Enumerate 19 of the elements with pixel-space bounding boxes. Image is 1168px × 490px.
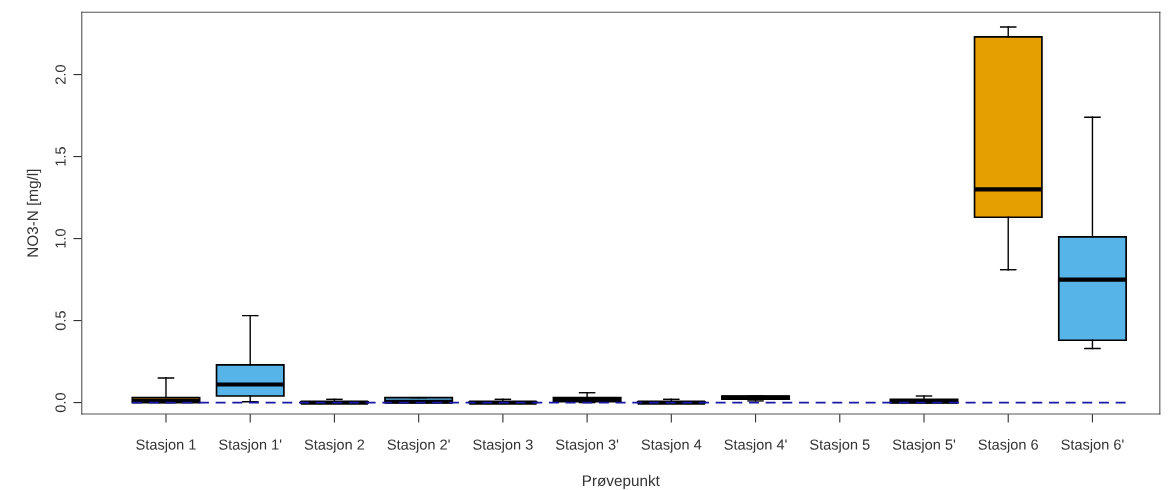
x-tick-label: Stasjon 4 bbox=[641, 439, 702, 453]
y-tick-label: 1.5 bbox=[55, 147, 66, 166]
x-tick-label: Stasjon 6 bbox=[978, 439, 1038, 453]
x-tick-label: Stasjon 2' bbox=[387, 439, 450, 453]
y-tick-label: 1.0 bbox=[55, 229, 66, 248]
x-tick-label: Stasjon 1 bbox=[136, 439, 196, 453]
y-tick-label: 0.0 bbox=[55, 393, 66, 413]
x-tick-label: Stasjon 5' bbox=[892, 439, 956, 453]
y-tick-label: 0.5 bbox=[55, 311, 66, 331]
x-tick-label: Stasjon 3' bbox=[555, 439, 619, 453]
x-tick-label: Stasjon 6' bbox=[1061, 439, 1124, 453]
x-tick-label: Stasjon 1' bbox=[219, 439, 282, 453]
x-tick-label: Stasjon 5 bbox=[810, 439, 870, 453]
x-axis-title: Prøvepunkt bbox=[582, 474, 660, 490]
y-tick-label: 2.0 bbox=[55, 65, 66, 84]
x-tick-label: Stasjon 4' bbox=[724, 439, 787, 453]
x-tick-label: Stasjon 2 bbox=[304, 439, 365, 453]
x-tick-label: Stasjon 3 bbox=[473, 439, 533, 453]
y-axis-title: NO3-N [mg/l] bbox=[26, 169, 42, 257]
